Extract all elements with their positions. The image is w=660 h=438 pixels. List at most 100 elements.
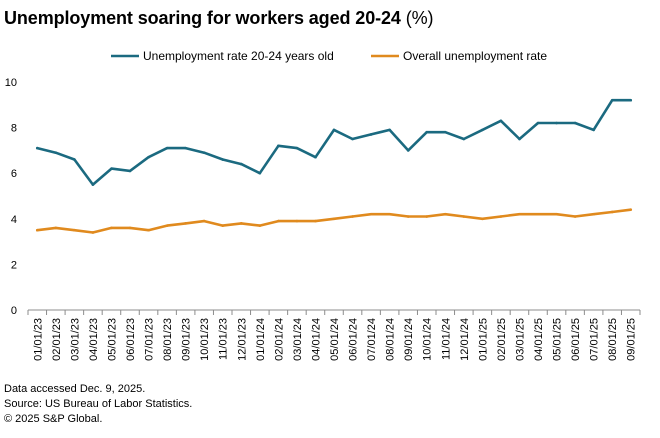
data-point-overall	[388, 212, 391, 216]
x-tick-label: 05/01/25	[552, 318, 564, 361]
data-point-overall	[481, 217, 484, 221]
data-point-20-24	[369, 133, 373, 136]
data-point-20-24	[277, 144, 280, 148]
data-point-overall	[202, 219, 206, 223]
x-tick-label: 05/01/24	[329, 318, 341, 361]
data-point-overall	[610, 210, 614, 214]
footnote-source: Source: US Bureau of Labor Statistics.	[4, 398, 193, 410]
data-point-20-24	[35, 146, 39, 150]
data-point-overall	[73, 228, 76, 232]
footnote-copyright: © 2025 S&P Global.	[4, 413, 103, 425]
data-point-20-24	[184, 146, 187, 150]
data-point-overall	[91, 231, 95, 234]
data-point-overall	[128, 226, 132, 230]
data-point-overall	[239, 222, 243, 225]
x-tick-label: 12/01/24	[459, 318, 471, 361]
data-point-20-24	[147, 155, 150, 159]
data-point-overall	[258, 224, 262, 227]
data-point-20-24	[610, 98, 614, 102]
data-point-20-24	[462, 137, 466, 141]
x-tick-label: 10/01/24	[422, 318, 434, 361]
data-point-overall	[165, 224, 169, 227]
legend-item-overall-label: Overall unemployment rate	[403, 49, 547, 63]
data-point-20-24	[481, 128, 484, 132]
chart-title-unit: (%)	[405, 8, 434, 28]
x-tick-label: 01/01/25	[477, 318, 489, 361]
x-tick-label: 08/01/24	[385, 318, 397, 361]
y-tick-label: 6	[11, 168, 17, 180]
data-point-20-24	[573, 121, 577, 125]
series-line-overall	[35, 208, 633, 234]
data-point-overall	[35, 228, 39, 232]
x-tick-label: 04/01/24	[310, 318, 322, 361]
data-point-20-24	[332, 128, 336, 132]
data-point-overall	[221, 224, 225, 227]
data-point-20-24	[351, 137, 354, 141]
data-point-20-24	[202, 151, 206, 154]
data-point-overall	[629, 208, 633, 211]
x-tick-label: 05/01/23	[106, 318, 118, 361]
footnotes: Data accessed Dec. 9, 2025. Source: US B…	[4, 382, 192, 427]
legend-item-20-24-label: Unemployment rate 20-24 years old	[143, 49, 334, 63]
footnote-data-accessed: Data accessed Dec. 9, 2025.	[4, 383, 146, 395]
data-point-overall	[443, 212, 447, 216]
data-point-overall	[499, 215, 503, 218]
data-point-overall	[147, 228, 150, 232]
line-chart: Unemployment rate 20-24 years old Overall…	[5, 49, 641, 361]
y-tick-label: 8	[11, 123, 17, 135]
data-point-overall	[592, 212, 595, 216]
data-point-20-24	[388, 128, 391, 132]
data-point-overall	[518, 212, 521, 216]
x-tick-label: 03/01/23	[69, 318, 81, 361]
data-point-20-24	[91, 183, 95, 186]
x-tick-label: 10/01/23	[199, 318, 211, 361]
data-point-overall	[110, 226, 113, 230]
data-point-20-24	[128, 169, 132, 173]
x-tick-label: 09/01/24	[403, 318, 415, 361]
data-point-overall	[351, 215, 354, 218]
data-point-20-24	[314, 155, 317, 159]
x-tick-label: 02/01/24	[273, 318, 285, 361]
legend: Unemployment rate 20-24 years old Overall…	[111, 49, 547, 63]
data-point-20-24	[165, 146, 169, 150]
x-tick-label: 12/01/23	[236, 318, 248, 361]
x-tick-label: 01/01/24	[255, 318, 267, 361]
data-point-20-24	[499, 119, 503, 123]
data-point-overall	[314, 219, 317, 223]
y-tick-label: 2	[11, 259, 17, 271]
x-tick-label: 04/01/23	[88, 318, 100, 361]
data-point-20-24	[54, 151, 58, 154]
data-point-20-24	[110, 167, 113, 170]
x-tick-label: 06/01/25	[570, 318, 582, 361]
series-line-20-24	[35, 98, 633, 186]
data-point-20-24	[592, 128, 595, 132]
data-point-20-24	[73, 158, 76, 161]
data-point-overall	[184, 222, 187, 225]
x-tick-label: 08/01/25	[607, 318, 619, 361]
data-point-20-24	[406, 149, 410, 152]
data-point-overall	[462, 215, 466, 218]
data-point-20-24	[518, 137, 521, 141]
data-point-overall	[406, 215, 410, 218]
chart-title-text: Unemployment soaring for workers aged 20…	[4, 8, 401, 28]
data-point-20-24	[295, 146, 299, 150]
x-tick-label: 08/01/23	[162, 318, 174, 361]
x-tick-label: 09/01/25	[626, 318, 638, 361]
data-point-overall	[369, 212, 373, 216]
x-tick-label: 06/01/23	[125, 318, 137, 361]
x-tick-label: 04/01/25	[533, 318, 545, 361]
data-point-overall	[295, 219, 299, 223]
y-tick-label: 10	[5, 77, 17, 89]
data-point-20-24	[629, 98, 633, 102]
data-point-20-24	[258, 171, 262, 175]
data-point-overall	[277, 219, 280, 223]
x-axis: 01/01/23 02/01/23 03/01/23 04/01/23 05/01/23…	[27, 309, 641, 361]
x-tick-label: 03/01/24	[292, 318, 304, 361]
series-group	[35, 98, 633, 234]
y-axis: 0 2 4 6 8 10	[5, 77, 17, 317]
x-tick-label: 11/01/23	[218, 318, 230, 360]
data-point-overall	[573, 215, 577, 218]
chart-title: Unemployment soaring for workers aged 20…	[4, 8, 434, 29]
x-tick-label: 07/01/23	[144, 318, 156, 361]
data-point-overall	[425, 215, 429, 218]
